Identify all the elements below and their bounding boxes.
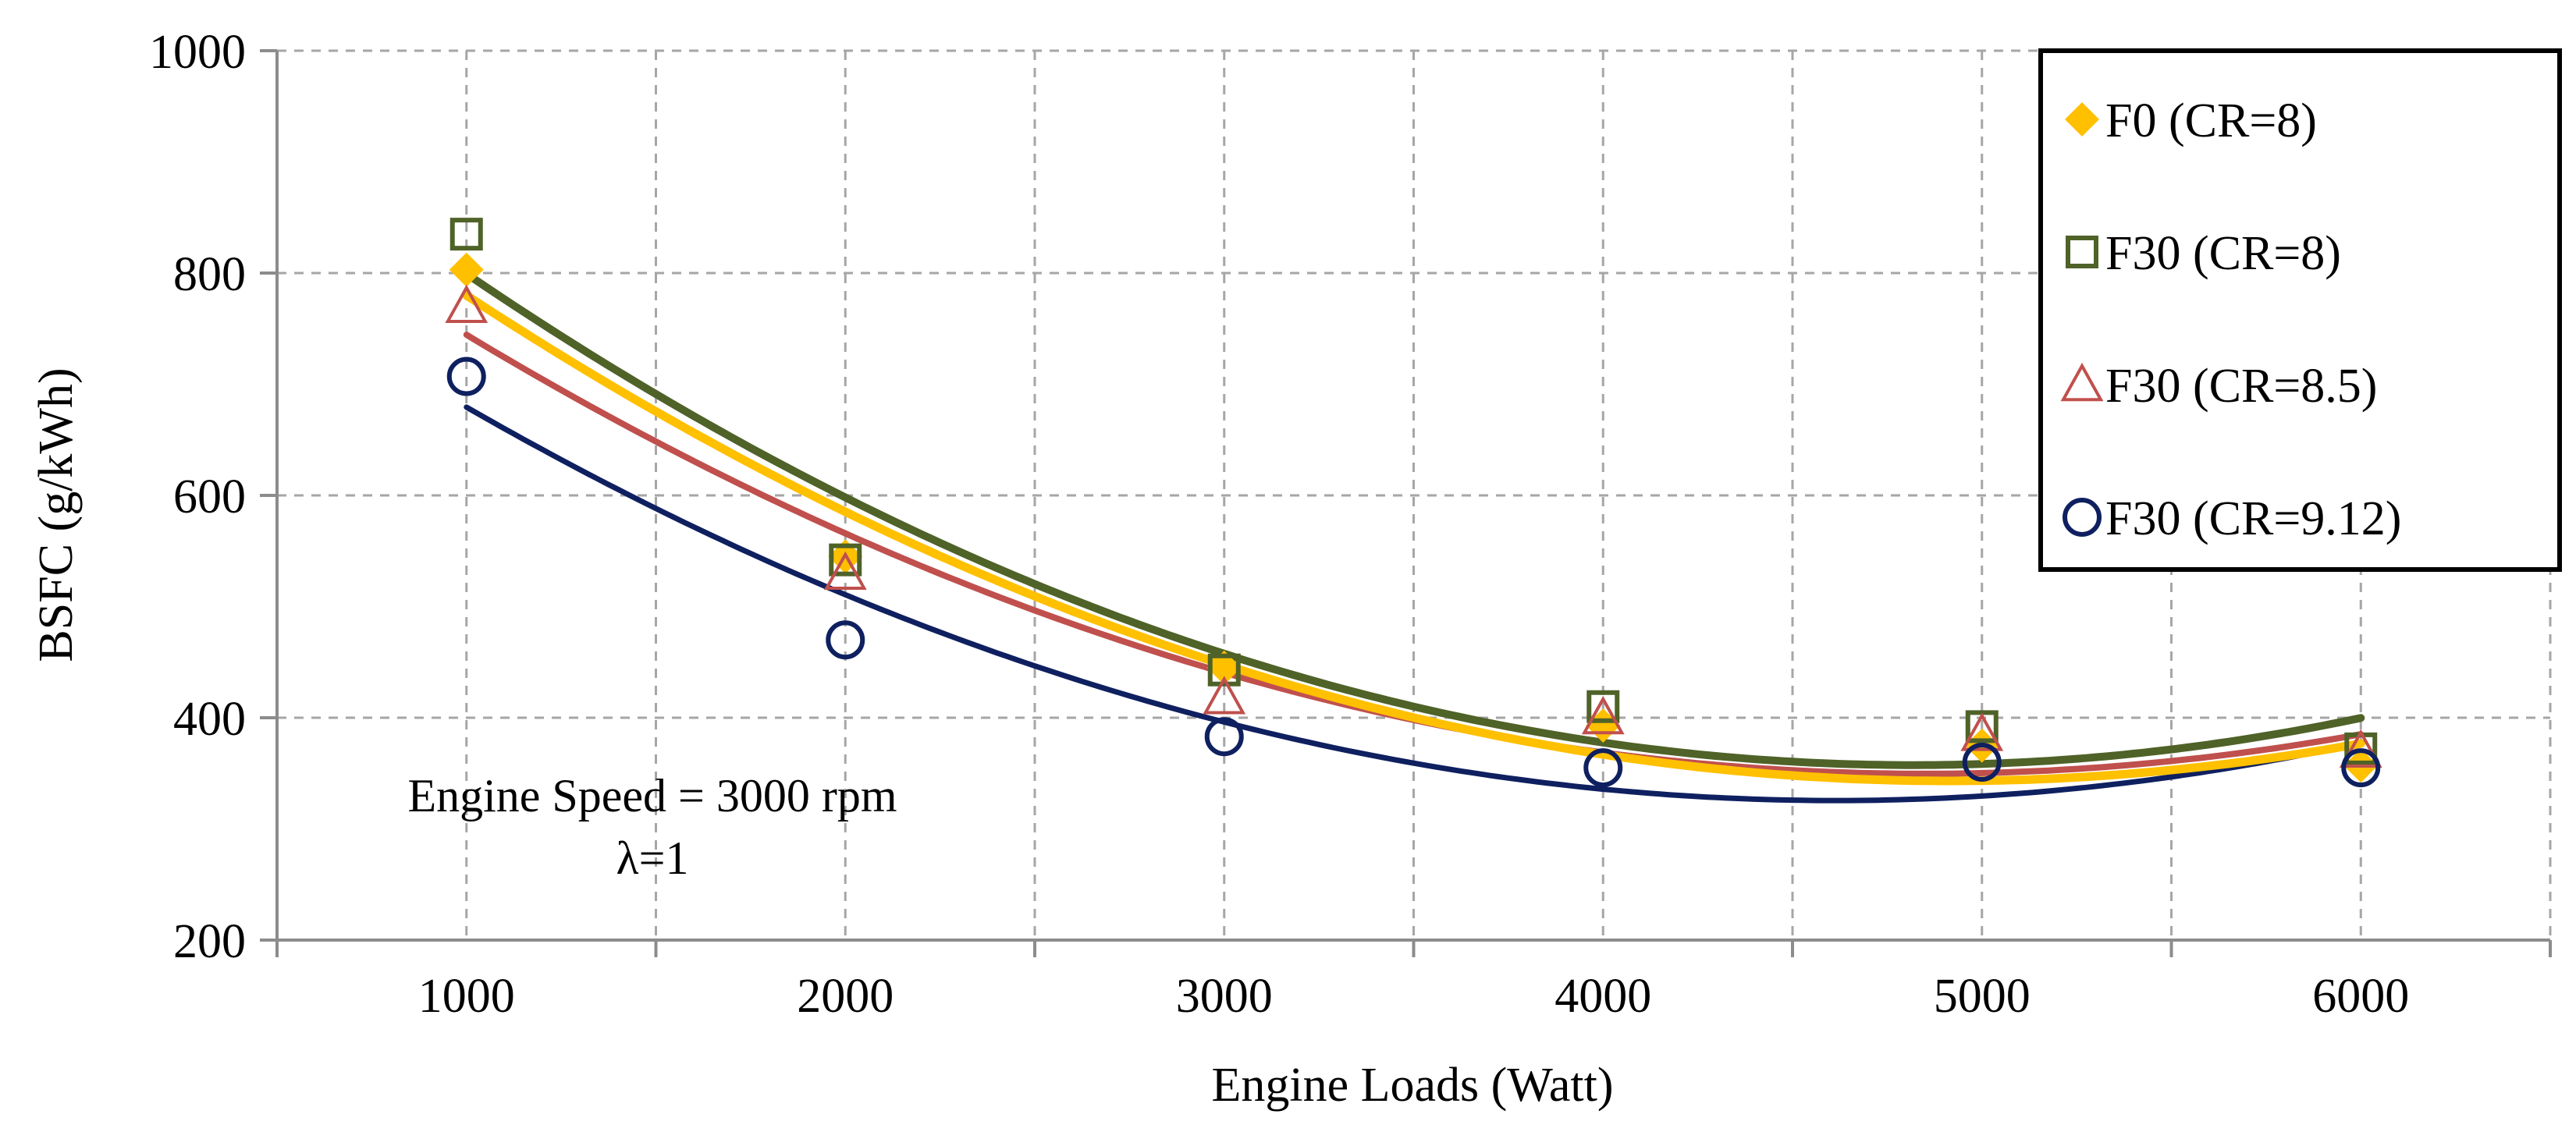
data-point-diamond [1206,650,1242,685]
data-point-circle [1583,748,1623,788]
legend: F0 (CR=8) F30 (CR=8) F30 (CR=8.5) F30 (CR=9… [2038,48,2562,572]
y-tick-label: 600 [173,470,246,523]
data-point-triangle [1203,676,1246,715]
data-point-circle [2341,748,2381,788]
data-point-square [449,218,483,251]
y-tick-label: 1000 [149,26,246,79]
data-point-circle [1204,717,1244,757]
legend-marker-square [2066,236,2098,268]
data-point-circle [446,357,486,396]
legend-label: F30 (CR=8.5) [2105,360,2377,413]
legend-box [2038,48,2562,572]
tick-labels: 200 400 600 800 1000 1000 2000 3000 4000 5000 6000 [149,26,2409,1023]
legend-label: F0 (CR=8) [2105,94,2317,147]
x-tick-label: 5000 [1934,970,2031,1023]
annotation-lambda: λ=1 [616,832,689,884]
x-tick-label: 4000 [1554,970,1651,1023]
data-point-triangle [445,284,489,323]
data-point-square [829,543,862,577]
fit-curve-1 [462,291,2365,786]
x-tick-label: 3000 [1176,970,1273,1023]
x-tick-label: 1000 [418,970,515,1023]
data-point-triangle [1581,695,1625,735]
y-tick-label: 800 [173,248,246,301]
y-tick-label: 400 [173,693,246,746]
y-axis-label: BSFC (g/kWh) [30,367,83,662]
x-axis-label: Engine Loads (Watt) [1212,1059,1614,1112]
data-point-square [1586,690,1620,723]
legend-marker-circle [2063,498,2102,537]
legend-marker-diamond [2065,102,2099,137]
data-point-diamond [449,252,484,287]
legend-label: F30 (CR=9.12) [2105,492,2401,545]
fit-curve-4 [464,404,2364,804]
y-tick-label: 200 [173,915,246,968]
data-point-square [1207,653,1241,687]
data-point-triangle [1960,712,2004,751]
data-markers [445,218,2382,788]
data-point-triangle [823,551,867,590]
x-tick-label: 6000 [2312,970,2409,1023]
data-point-circle [826,620,865,660]
fit-curves [462,269,2365,804]
fit-curve-2 [462,269,2365,769]
axes [260,49,2552,957]
data-point-circle [1962,743,2002,782]
data-point-triangle [2339,729,2382,768]
x-tick-label: 2000 [797,970,894,1023]
legend-marker-triangle [2060,362,2104,402]
legend-label: F30 (CR=8) [2105,227,2341,280]
annotation-engine-speed: Engine Speed = 3000 rpm [407,770,897,821]
